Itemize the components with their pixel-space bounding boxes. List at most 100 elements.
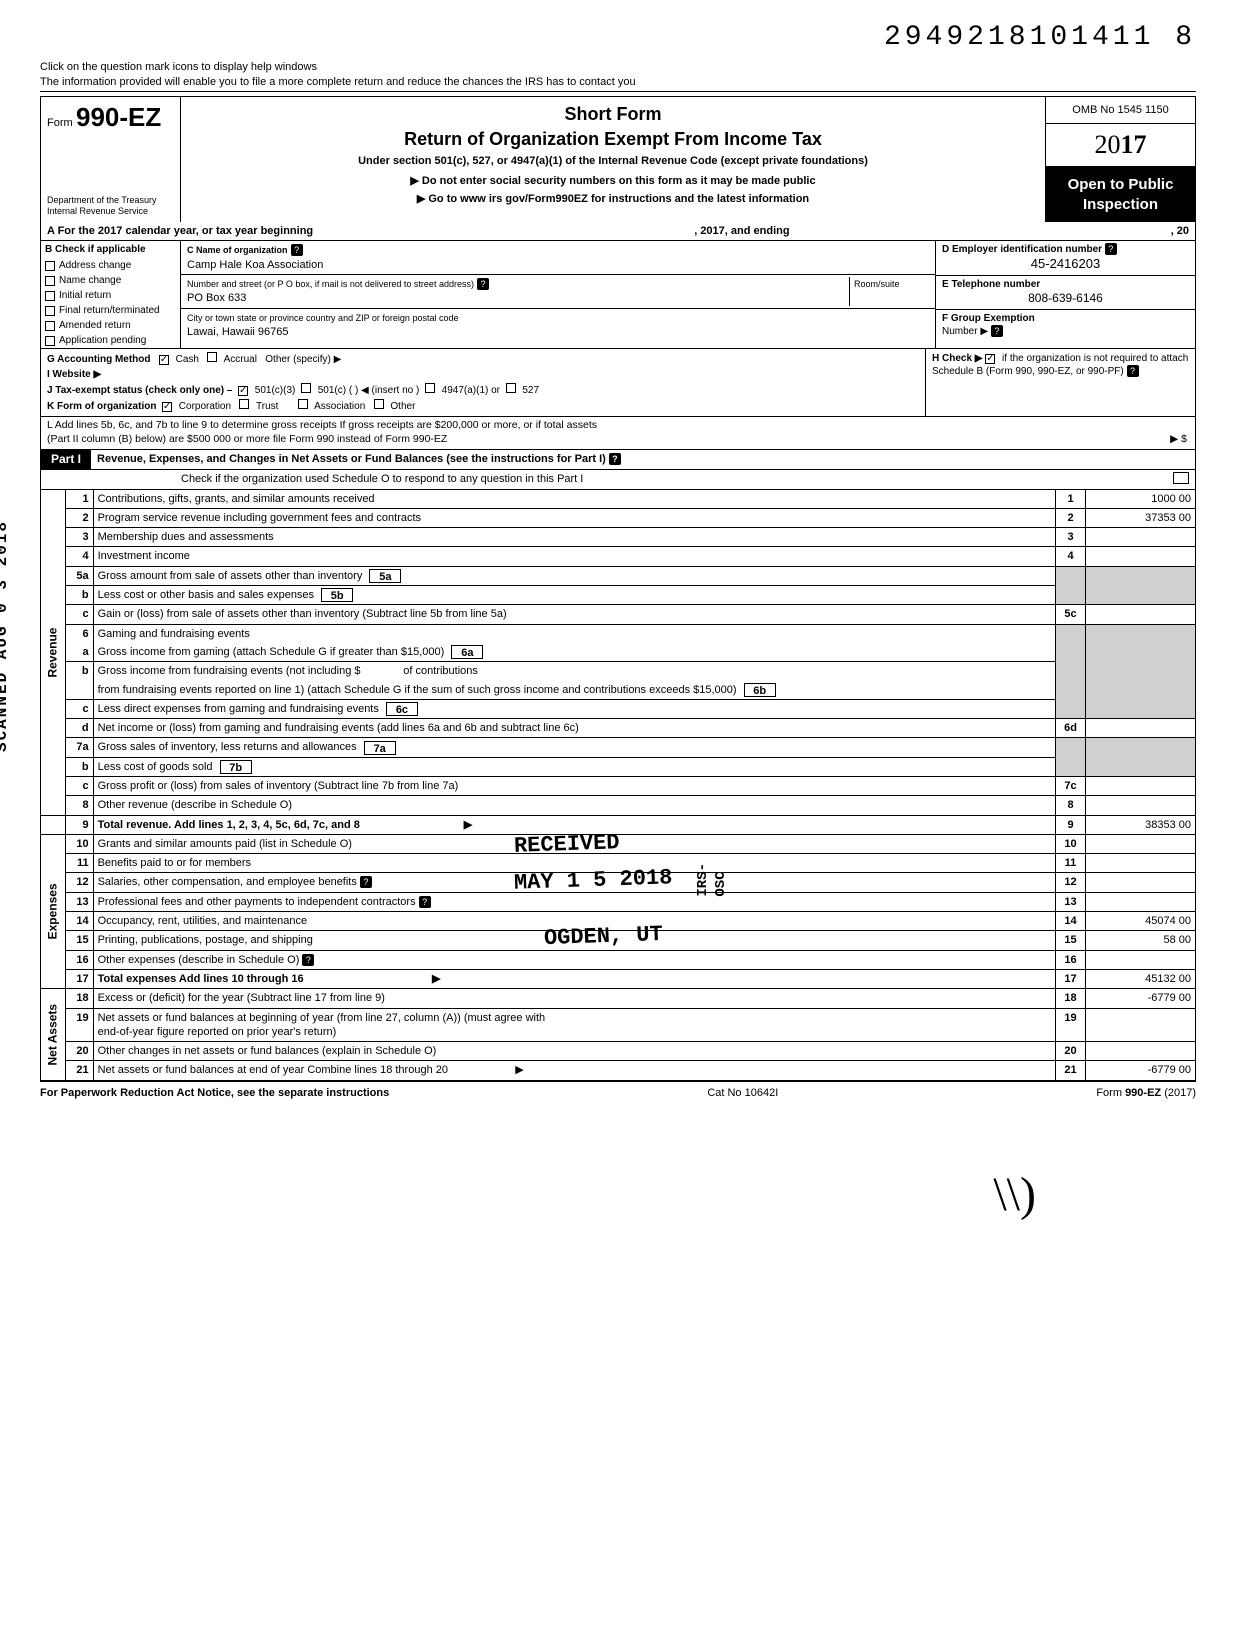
chk-4947a1[interactable] [425, 383, 435, 393]
line-num: 13 [65, 892, 93, 911]
help-icon[interactable]: ? [419, 896, 431, 908]
chk-amended[interactable] [45, 321, 55, 331]
line2-desc: Program service revenue including govern… [93, 508, 1055, 527]
line7c-amount [1086, 777, 1196, 796]
line5b-desc: Less cost or other basis and sales expen… [93, 586, 1055, 605]
lbl-amended: Amended return [59, 319, 131, 332]
line14-desc: Occupancy, rent, utilities, and maintena… [93, 912, 1055, 931]
lbl-address-change: Address change [59, 259, 131, 272]
help-icon[interactable]: ? [609, 453, 621, 465]
line6-desc: Gaming and fundraising events [93, 624, 1055, 643]
chk-address-change[interactable] [45, 261, 55, 271]
chk-schedule-b[interactable] [985, 354, 995, 364]
part1-header-row: Part I Revenue, Expenses, and Changes in… [40, 450, 1196, 471]
addr-label: Number and street (or P O box, if mail i… [187, 279, 474, 289]
city-state-zip: Lawai, Hawaii 96765 [187, 326, 289, 338]
chk-schedule-o-part1[interactable] [1173, 472, 1189, 484]
lbl-app-pending: Application pending [59, 334, 146, 347]
section-f-label: F Group Exemption [942, 313, 1035, 324]
form-version: Form 990-EZ (2017) [1096, 1086, 1196, 1100]
line-numcol: 15 [1056, 931, 1086, 950]
section-l-line2: (Part II column (B) below) are $500 000 … [47, 433, 447, 445]
chk-501c[interactable] [301, 383, 311, 393]
line12-text: Salaries, other compensation, and employ… [98, 876, 357, 888]
line-numcol: 4 [1056, 547, 1086, 566]
section-k-label: K Form of organization [47, 401, 156, 412]
section-i-label: I Website ▶ [47, 369, 101, 380]
paperwork-notice: For Paperwork Reduction Act Notice, see … [40, 1086, 389, 1100]
irs-label: Internal Revenue Service [47, 206, 174, 218]
line6a-text: Gross income from gaming (attach Schedul… [98, 646, 445, 658]
chk-cash[interactable] [159, 355, 169, 365]
innerbox-6a: 6a [451, 645, 483, 659]
chk-app-pending[interactable] [45, 336, 55, 346]
goto-url: ▶ Go to www irs gov/Form990EZ for instru… [189, 192, 1037, 206]
ein-value: 45-2416203 [942, 256, 1189, 273]
chk-527[interactable] [506, 383, 516, 393]
help-icon[interactable]: ? [291, 244, 303, 256]
innerbox-6c: 6c [386, 702, 418, 716]
line-num: a [65, 643, 93, 662]
year-prefix: 20 [1095, 130, 1121, 159]
help-icon[interactable]: ? [1127, 365, 1139, 377]
help-icon[interactable]: ? [302, 954, 314, 966]
line6c-text: Less direct expenses from gaming and fun… [98, 703, 379, 715]
chk-corporation[interactable] [162, 402, 172, 412]
section-l-arrow: ▶ $ [1170, 433, 1187, 447]
lbl-association: Association [314, 401, 365, 412]
section-f-number: Number ▶ [942, 326, 988, 337]
innerbox-5a: 5a [369, 569, 401, 583]
line-num: d [65, 719, 93, 738]
chk-trust[interactable] [239, 399, 249, 409]
line-numcol: 5c [1056, 605, 1086, 624]
chk-501c3[interactable] [238, 386, 248, 396]
line5b-text: Less cost or other basis and sales expen… [98, 589, 314, 601]
document-control-number: 2949218101411 8 [40, 20, 1196, 56]
line13-amount [1086, 892, 1196, 911]
line15-text: Printing, publications, postage, and shi… [98, 934, 313, 946]
part1-title-text: Revenue, Expenses, and Changes in Net As… [97, 453, 606, 465]
line-num: 16 [65, 950, 93, 969]
chk-final-return[interactable] [45, 306, 55, 316]
inspection-label: Inspection [1083, 196, 1158, 213]
line-num: b [65, 757, 93, 776]
city-label: City or town state or province country a… [187, 313, 458, 323]
line16-desc: Other expenses (describe in Schedule O) … [93, 950, 1055, 969]
line1-desc: Contributions, gifts, grants, and simila… [93, 490, 1055, 509]
chk-initial-return[interactable] [45, 291, 55, 301]
chk-association[interactable] [298, 399, 308, 409]
line-num: b [65, 586, 93, 605]
line-num: 3 [65, 528, 93, 547]
under-section: Under section 501(c), 527, or 4947(a)(1)… [189, 154, 1037, 168]
section-l-line1: L Add lines 5b, 6c, and 7b to line 9 to … [47, 419, 597, 431]
section-l: L Add lines 5b, 6c, and 7b to line 9 to … [40, 417, 1196, 449]
line7b-desc: Less cost of goods sold 7b [93, 757, 1055, 776]
line12-amount [1086, 873, 1196, 892]
chk-other-org[interactable] [374, 399, 384, 409]
help-icon[interactable]: ? [1105, 243, 1117, 255]
section-h-label: H Check ▶ [932, 353, 982, 364]
lbl-cash: Cash [176, 354, 199, 365]
section-g-label: G Accounting Method [47, 354, 151, 365]
line18-amount: -6779 00 [1086, 989, 1196, 1008]
line6d-amount [1086, 719, 1196, 738]
line3-desc: Membership dues and assessments [93, 528, 1055, 547]
line4-desc: Investment income [93, 547, 1055, 566]
checkbox-column-b: B Check if applicable Address change Nam… [41, 241, 181, 348]
help-icon[interactable]: ? [991, 325, 1003, 337]
line6b-desc3: from fundraising events reported on line… [93, 681, 1055, 700]
help-icon[interactable]: ? [360, 876, 372, 888]
line6b-text3: from fundraising events reported on line… [98, 684, 737, 696]
chk-accrual[interactable] [207, 352, 217, 362]
line6a-desc: Gross income from gaming (attach Schedul… [93, 643, 1055, 662]
line19-desc: Net assets or fund balances at beginning… [93, 1008, 1055, 1042]
line-numcol: 11 [1056, 854, 1086, 873]
chk-name-change[interactable] [45, 276, 55, 286]
line11-desc: Benefits paid to or for members [93, 854, 1055, 873]
line-numcol: 14 [1056, 912, 1086, 931]
line-num: 14 [65, 912, 93, 931]
room-suite-label: Room/suite [854, 279, 900, 289]
line6b-text1: Gross income from fundraising events (no… [98, 665, 361, 677]
help-icon[interactable]: ? [477, 278, 489, 290]
line-a-end: , 20 [1171, 224, 1189, 238]
